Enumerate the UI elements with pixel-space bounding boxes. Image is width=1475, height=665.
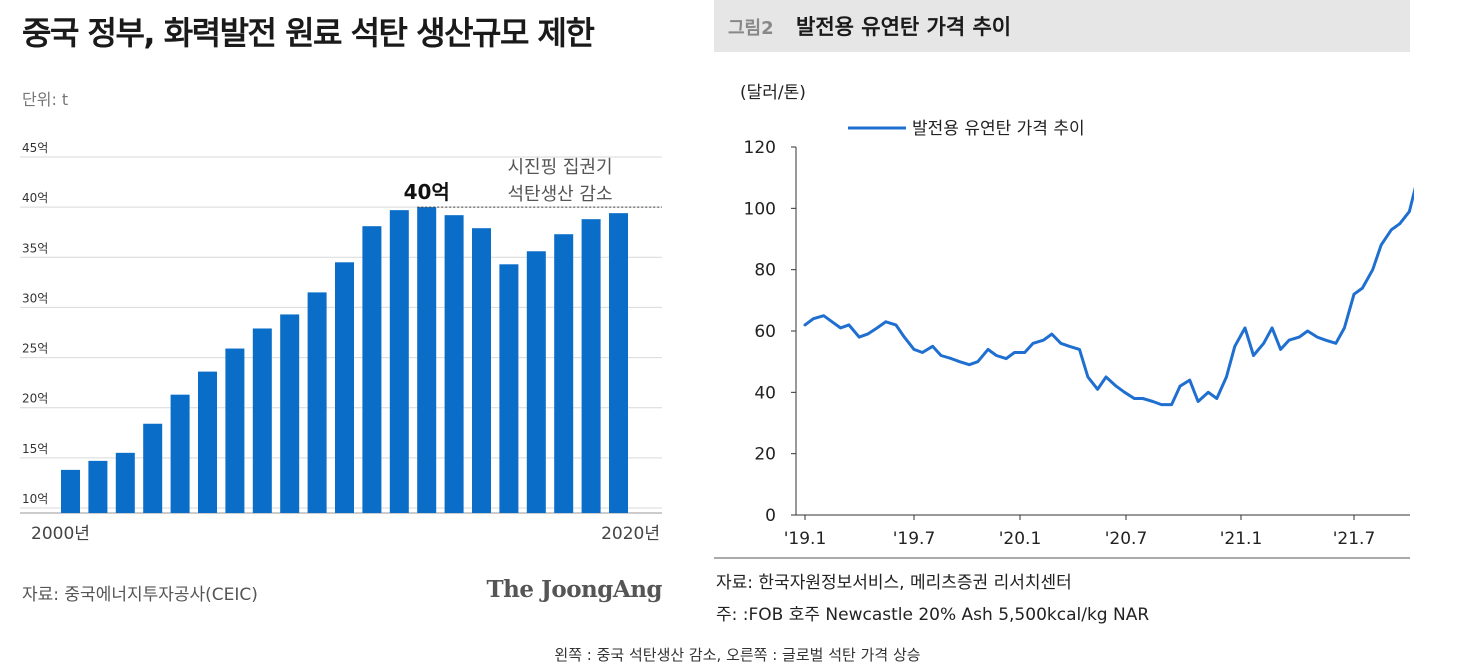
right-chart-note: 주: :FOB 호주 Newcastle 20% Ash 5,500kcal/k… [716, 605, 1150, 625]
left-annotation-line2: 석탄생산 감소 [507, 184, 612, 205]
right-y-axis-label: (달러/톤) [740, 83, 806, 103]
left-bar [88, 460, 108, 513]
right-legend-label: 발전용 유연탄 가격 추이 [912, 119, 1085, 139]
right-y-tick-label: 20 [754, 445, 776, 465]
left-x-end-label: 2020년 [601, 524, 660, 544]
left-y-tick-label: 25억 [22, 342, 48, 356]
left-chart-source: 자료: 중국에너지투자공사(CEIC) [22, 585, 258, 605]
right-chart-header: 그림2 발전용 유연탄 가격 추이 [714, 0, 1410, 52]
left-bar [307, 292, 327, 513]
left-bar [115, 452, 135, 513]
right-axes: (달러/톤) 0 20 40 60 80 100 120 '19.1 '19.7 '20.1 '20.… [714, 83, 1410, 559]
right-chart-source: 자료: 한국자원정보서비스, 메리츠증권 리서치센터 [716, 573, 1072, 593]
left-y-tick-label: 15억 [22, 442, 48, 456]
right-x-tick-label: '19.7 [893, 529, 936, 549]
left-bar [143, 423, 163, 513]
left-y-tick-label: 40억 [22, 191, 48, 205]
left-bar [225, 348, 245, 513]
left-y-tick-label: 20억 [22, 392, 48, 406]
image-caption: 왼쪽 : 중국 석탄생산 감소, 오른쪽 : 글로벌 석탄 가격 상승 [554, 646, 921, 664]
joongang-logo: The JoongAng [486, 576, 663, 603]
left-x-start-label: 2000년 [31, 524, 90, 544]
left-bar [252, 328, 272, 513]
left-y-tick-label: 30억 [22, 291, 48, 305]
right-y-tick-label: 60 [754, 322, 776, 342]
right-price-line [803, 186, 1414, 407]
left-y-tick-label: 10억 [22, 492, 48, 506]
right-line-chart: (달러/톤) 0 20 40 60 80 100 120 '19.1 '19.7 '20.1 '20.… [714, 83, 1414, 559]
left-bar-chart: 10억 15억 20억 25억 30억 35억 40억 45억 40억 시진핑 집권기석탄생산 … [20, 141, 662, 544]
left-y-tick-label: 45억 [22, 141, 48, 155]
right-x-tick-label: '21.1 [1220, 529, 1263, 549]
right-legend: 발전용 유연탄 가격 추이 [848, 119, 1085, 139]
left-chart-panel: 중국 정부, 화력발전 원료 석탄 생산규모 제한 단위: t 10억 15억 20… [0, 0, 690, 620]
right-chart-title: 발전용 유연탄 가격 추이 [796, 15, 1012, 39]
left-bar [362, 226, 382, 513]
right-x-tick-label: '19.1 [784, 529, 827, 549]
left-bar [61, 469, 80, 513]
left-bar [389, 210, 409, 513]
left-y-tick-label: 35억 [22, 241, 48, 255]
right-y-tick-label: 100 [744, 199, 776, 219]
figure-label: 그림2 [728, 18, 774, 39]
right-y-tick-label: 120 [744, 138, 776, 158]
left-bar [554, 234, 574, 513]
left-bar [170, 394, 190, 513]
left-peak-label: 40억 [404, 180, 450, 204]
left-bar [198, 371, 217, 513]
right-y-tick-label: 80 [754, 261, 776, 281]
left-bar [335, 262, 354, 513]
right-x-tick-label: '20.1 [999, 529, 1042, 549]
right-series [803, 186, 1414, 407]
left-chart-title: 중국 정부, 화력발전 원료 석탄 생산규모 제한 [22, 14, 595, 52]
left-bar [581, 219, 601, 513]
right-y-tick-label: 40 [754, 383, 776, 403]
left-y-tick-labels: 10억 15억 20억 25억 30억 35억 40억 45억 [22, 141, 48, 506]
left-bar [499, 264, 519, 513]
left-bar [472, 228, 491, 513]
left-bar [417, 207, 437, 513]
left-bar [526, 251, 546, 514]
left-bar [280, 314, 300, 513]
right-y-tick-label: 0 [765, 506, 776, 526]
left-bar [444, 215, 464, 513]
left-bar [609, 213, 628, 513]
left-chart-unit: 단위: t [22, 90, 69, 109]
left-bars [61, 207, 628, 514]
right-x-tick-label: '20.7 [1105, 529, 1148, 549]
left-annotation-line1: 시진핑 집권기 [507, 157, 612, 178]
right-x-tick-label: '21.7 [1333, 529, 1376, 549]
